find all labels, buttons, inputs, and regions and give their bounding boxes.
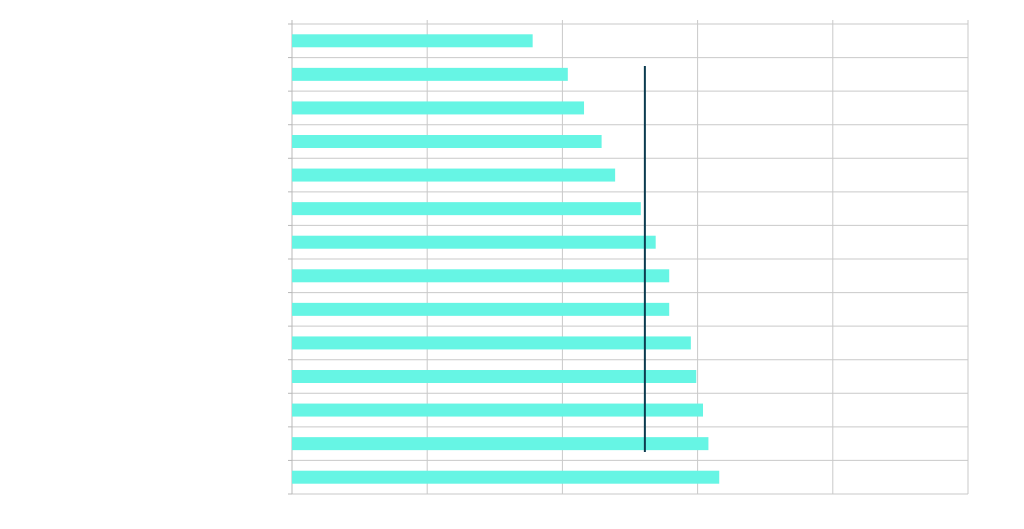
bar xyxy=(292,101,585,115)
bar xyxy=(292,437,709,451)
grid-layer xyxy=(291,20,969,495)
bar xyxy=(292,403,704,417)
bar xyxy=(292,34,533,48)
bar xyxy=(292,67,568,81)
bars-layer xyxy=(292,34,720,484)
bar xyxy=(292,336,691,350)
bar xyxy=(292,370,697,383)
bar xyxy=(292,135,602,148)
bar xyxy=(292,202,641,216)
bar xyxy=(292,235,656,249)
bar xyxy=(292,470,720,484)
bar xyxy=(292,168,616,182)
bar xyxy=(292,269,670,283)
bar xyxy=(292,302,670,316)
